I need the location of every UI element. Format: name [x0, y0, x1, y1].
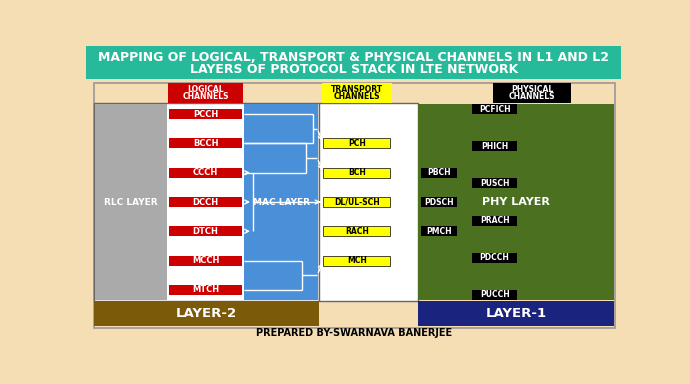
FancyBboxPatch shape	[472, 141, 517, 151]
FancyBboxPatch shape	[322, 83, 392, 103]
FancyBboxPatch shape	[169, 109, 242, 119]
Text: PMCH: PMCH	[426, 227, 452, 236]
FancyBboxPatch shape	[169, 197, 242, 207]
Text: PREPARED BY-SWARNAVA BANERJEE: PREPARED BY-SWARNAVA BANERJEE	[255, 328, 452, 338]
FancyBboxPatch shape	[169, 139, 242, 149]
Text: PDCCH: PDCCH	[480, 253, 510, 262]
Text: LAYER-2: LAYER-2	[176, 307, 237, 320]
Text: RLC LAYER: RLC LAYER	[104, 197, 157, 207]
Text: CHANNELS: CHANNELS	[182, 92, 229, 101]
Text: PHY LAYER: PHY LAYER	[482, 197, 551, 207]
Text: TRANSPORT: TRANSPORT	[331, 86, 383, 94]
Text: DCCH: DCCH	[193, 197, 219, 207]
FancyBboxPatch shape	[168, 83, 243, 103]
Text: BCH: BCH	[348, 168, 366, 177]
FancyBboxPatch shape	[324, 197, 390, 207]
Text: PHYSICAL: PHYSICAL	[511, 86, 553, 94]
Text: BCCH: BCCH	[193, 139, 218, 148]
Text: PCH: PCH	[348, 139, 366, 148]
FancyBboxPatch shape	[324, 139, 390, 149]
FancyBboxPatch shape	[169, 168, 242, 178]
Text: MCH: MCH	[347, 256, 366, 265]
Text: PHICH: PHICH	[481, 142, 509, 151]
Text: PBCH: PBCH	[427, 168, 451, 177]
Text: LAYER-1: LAYER-1	[486, 307, 547, 320]
Text: DL/UL-SCH: DL/UL-SCH	[334, 197, 380, 207]
FancyBboxPatch shape	[418, 301, 614, 326]
FancyBboxPatch shape	[86, 46, 621, 79]
FancyBboxPatch shape	[324, 226, 390, 236]
FancyBboxPatch shape	[169, 285, 242, 295]
FancyBboxPatch shape	[169, 226, 242, 236]
FancyBboxPatch shape	[421, 197, 457, 207]
FancyBboxPatch shape	[418, 104, 614, 300]
FancyBboxPatch shape	[94, 103, 319, 301]
FancyBboxPatch shape	[421, 226, 457, 236]
Text: CCCH: CCCH	[193, 168, 218, 177]
Text: CHANNELS: CHANNELS	[333, 92, 380, 101]
FancyBboxPatch shape	[472, 179, 517, 189]
FancyBboxPatch shape	[324, 255, 390, 265]
Text: LOGICAL: LOGICAL	[187, 86, 224, 94]
FancyBboxPatch shape	[94, 301, 319, 326]
Text: MTCH: MTCH	[192, 285, 219, 294]
FancyBboxPatch shape	[324, 168, 390, 178]
FancyBboxPatch shape	[169, 255, 242, 265]
Text: LAYERS OF PROTOCOL STACK IN LTE NETWORK: LAYERS OF PROTOCOL STACK IN LTE NETWORK	[190, 63, 518, 76]
Text: CHANNELS: CHANNELS	[509, 92, 555, 101]
Text: MAC LAYER: MAC LAYER	[253, 197, 310, 207]
FancyBboxPatch shape	[244, 104, 318, 300]
Text: PUSCH: PUSCH	[480, 179, 509, 188]
FancyBboxPatch shape	[472, 104, 517, 114]
FancyBboxPatch shape	[95, 104, 167, 300]
FancyBboxPatch shape	[472, 215, 517, 225]
FancyBboxPatch shape	[472, 253, 517, 263]
Text: RACH: RACH	[345, 227, 368, 236]
Text: PCFICH: PCFICH	[479, 105, 511, 114]
Text: MCCH: MCCH	[192, 256, 219, 265]
Text: PDSCH: PDSCH	[424, 197, 454, 207]
FancyBboxPatch shape	[493, 83, 571, 103]
FancyBboxPatch shape	[94, 83, 615, 328]
Text: PCCH: PCCH	[193, 110, 218, 119]
FancyBboxPatch shape	[421, 168, 457, 178]
Text: MAPPING OF LOGICAL, TRANSPORT & PHYSICAL CHANNELS IN L1 AND L2: MAPPING OF LOGICAL, TRANSPORT & PHYSICAL…	[98, 51, 609, 64]
FancyBboxPatch shape	[319, 103, 418, 301]
Text: DTCH: DTCH	[193, 227, 219, 236]
Text: PRACH: PRACH	[480, 216, 509, 225]
FancyBboxPatch shape	[472, 290, 517, 300]
Text: PUCCH: PUCCH	[480, 290, 509, 299]
